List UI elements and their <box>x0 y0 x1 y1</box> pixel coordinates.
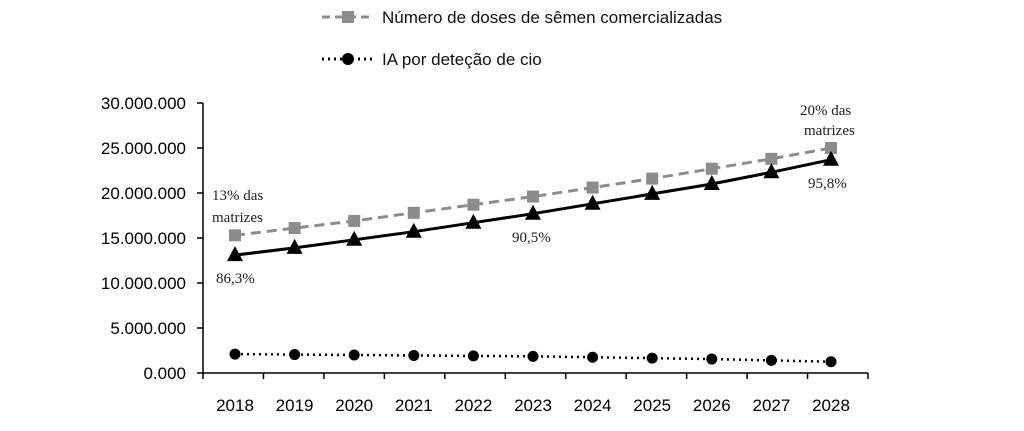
data-point-doses <box>586 181 599 194</box>
x-tick-label: 2024 <box>574 396 612 415</box>
y-tick-label: 20.000.000 <box>101 184 186 203</box>
data-point-ia <box>765 354 777 366</box>
data-point-total <box>405 222 422 238</box>
data-point-total <box>286 238 303 254</box>
annotations: 13% das matrizes 86,3% 90,5% 20% das mat… <box>212 103 855 287</box>
data-point-total <box>584 194 601 210</box>
data-point-doses <box>229 229 241 242</box>
data-point-total <box>465 213 482 229</box>
data-point-ia <box>646 352 658 364</box>
annotation-left-top-2: matrizes <box>212 210 263 226</box>
x-tick-label: 2025 <box>633 396 671 415</box>
legend-marker-doses <box>342 11 354 23</box>
annotation-middle: 90,5% <box>512 230 551 246</box>
y-tick-label: 15.000.000 <box>101 229 186 248</box>
data-point-total <box>823 150 839 166</box>
data-point-ia <box>348 349 360 361</box>
data-point-doses <box>765 152 778 165</box>
data-point-ia <box>408 349 420 361</box>
data-point-total <box>703 175 720 190</box>
x-tick-label: 2023 <box>514 396 552 415</box>
data-point-total <box>763 163 780 179</box>
x-tick-label: 2022 <box>454 396 492 415</box>
y-tick-label: 25.000.000 <box>101 139 186 158</box>
data-point-ia <box>706 353 718 365</box>
data-point-doses <box>407 206 420 219</box>
data-point-ia <box>289 349 301 361</box>
annotation-left-bottom: 86,3% <box>216 271 255 287</box>
x-tick-label: 2020 <box>335 396 373 415</box>
annotation-right-bottom: 95,8% <box>808 176 847 192</box>
series-total <box>227 150 839 262</box>
y-tick-label: 0.000 <box>143 364 186 383</box>
data-point-ia <box>527 350 539 362</box>
annotation-left-top-1: 13% das <box>212 188 263 204</box>
series-doses <box>229 142 837 242</box>
x-tick-label: 2026 <box>693 396 731 415</box>
data-point-ia <box>467 350 479 362</box>
legend: Número de doses de sêmen comercializadas… <box>322 8 722 69</box>
x-tick-label: 2019 <box>276 396 314 415</box>
data-point-total <box>346 230 363 246</box>
series-ia <box>229 348 837 368</box>
x-tick-label: 2021 <box>395 396 433 415</box>
x-tick-label: 2027 <box>752 396 790 415</box>
data-point-ia <box>825 356 837 368</box>
legend-label-doses: Número de doses de sêmen comercializadas <box>382 8 722 27</box>
data-point-total <box>644 184 661 200</box>
legend-label-ia: IA por deteção de cio <box>382 50 542 69</box>
y-ticks: 0.000 5.000.000 10.000.000 15.000.000 20.000… <box>101 94 203 383</box>
data-point-doses <box>288 222 301 235</box>
data-point-doses <box>825 142 837 154</box>
y-tick-label: 5.000.000 <box>110 319 186 338</box>
legend-marker-ia <box>342 53 354 65</box>
annotation-right-top-1: 20% das <box>800 103 851 119</box>
y-tick-label: 30.000.000 <box>101 94 186 113</box>
data-point-doses <box>527 190 539 203</box>
data-point-total <box>227 246 243 262</box>
series-line-doses <box>234 146 832 237</box>
series-layer <box>227 142 839 368</box>
legend-item-ia: IA por deteção de cio <box>322 50 542 69</box>
data-point-total <box>525 204 541 220</box>
data-point-doses <box>467 198 480 211</box>
x-ticks: 2018 2019 2020 2021 2022 2023 2024 2025 2026 2027… <box>202 373 869 415</box>
data-point-doses <box>348 214 361 227</box>
data-point-doses <box>646 172 659 185</box>
legend-item-doses: Número de doses de sêmen comercializadas <box>322 8 722 27</box>
x-tick-label: 2028 <box>812 396 850 415</box>
x-tick-label: 2018 <box>216 396 254 415</box>
annotation-right-top-2: matrizes <box>804 123 855 139</box>
y-tick-label: 10.000.000 <box>101 274 186 293</box>
data-point-doses <box>705 162 718 175</box>
data-point-ia <box>587 351 599 363</box>
data-point-ia <box>229 348 241 360</box>
